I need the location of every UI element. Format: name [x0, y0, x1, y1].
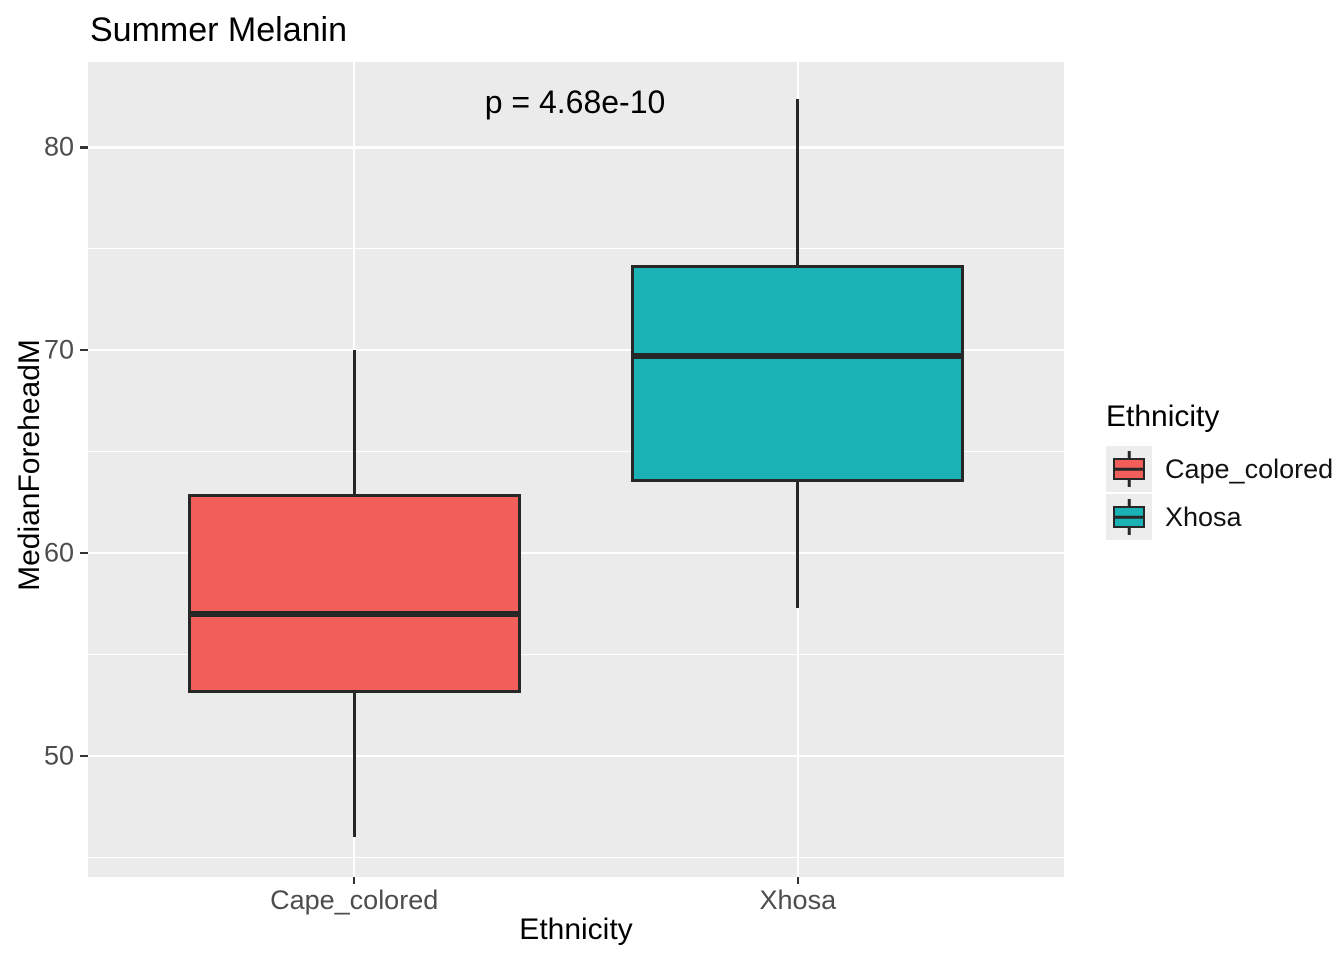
minor-gridline — [88, 248, 1064, 250]
legend: Ethnicity Cape_colored Xhosa — [1106, 400, 1333, 542]
x-tick-label-cape-colored: Cape_colored — [270, 885, 439, 915]
legend-item-cape-colored: Cape_colored — [1106, 446, 1333, 492]
legend-label-xhosa: Xhosa — [1165, 501, 1242, 532]
y-tick-mark — [80, 754, 88, 758]
upper-whisker-xhosa — [796, 98, 800, 265]
median-line-xhosa — [631, 353, 965, 360]
legend-key-boxplot-glyph — [1106, 494, 1152, 540]
y-tick-mark — [80, 551, 88, 555]
median-line-cape-colored — [187, 611, 521, 618]
minor-gridline — [88, 654, 1064, 656]
chart-title: Summer Melanin — [90, 11, 347, 49]
plot-panel — [88, 62, 1064, 877]
y-tick-label: 70 — [43, 334, 74, 365]
major-gridline — [88, 551, 1064, 555]
legend-key-boxplot-glyph — [1106, 446, 1152, 492]
legend-box-icon — [1113, 506, 1145, 528]
minor-gridline — [88, 857, 1064, 859]
legend-item-xhosa: Xhosa — [1106, 494, 1333, 540]
box-cape-colored — [187, 494, 521, 694]
x-axis-title: Ethnicity — [519, 913, 633, 946]
major-gridline — [88, 348, 1064, 352]
y-tick-label: 80 — [43, 131, 74, 162]
x-tick-mark — [796, 877, 800, 884]
legend-title: Ethnicity — [1106, 400, 1220, 433]
upper-whisker-cape-colored — [352, 350, 356, 495]
y-tick-mark — [80, 348, 88, 352]
y-tick-label: 50 — [43, 740, 74, 771]
legend-box-icon — [1113, 458, 1145, 480]
major-gridline — [88, 754, 1064, 758]
major-gridline — [88, 146, 1064, 149]
lower-whisker-cape-colored — [352, 693, 356, 838]
legend-label-cape-colored: Cape_colored — [1165, 453, 1334, 484]
minor-gridline — [88, 451, 1064, 453]
x-tick-label-xhosa: Xhosa — [759, 885, 837, 915]
p-value-annotation: p = 4.68e-10 — [484, 84, 666, 120]
y-tick-label: 60 — [43, 537, 74, 568]
y-tick-mark — [80, 146, 88, 149]
box-xhosa — [631, 264, 965, 483]
x-tick-mark — [352, 877, 356, 884]
lower-whisker-xhosa — [796, 482, 800, 609]
